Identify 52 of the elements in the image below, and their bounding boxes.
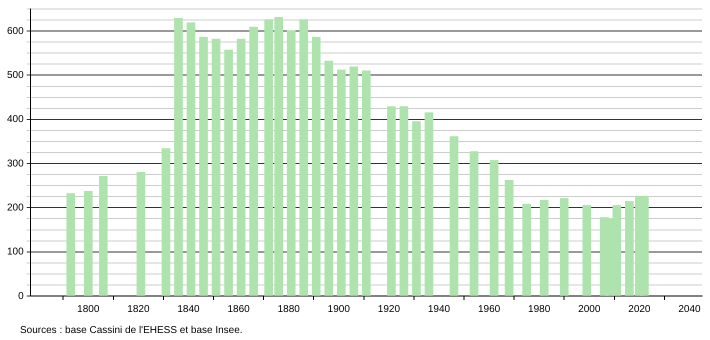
y-tick-label: 300 <box>6 158 24 170</box>
bar <box>136 172 146 296</box>
bar <box>324 60 334 296</box>
bar <box>582 205 592 296</box>
bar <box>98 176 108 296</box>
bar <box>412 121 421 296</box>
x-tick-label: 1940 <box>428 304 451 315</box>
x-tick-label: 1900 <box>328 304 350 315</box>
x-tick-label: 1880 <box>278 304 300 315</box>
bar <box>349 66 358 296</box>
bar <box>286 30 296 296</box>
bar <box>424 112 434 296</box>
bar <box>522 204 531 296</box>
bar <box>400 106 408 296</box>
y-tick-label: 500 <box>6 70 24 81</box>
x-tick-label: 2000 <box>578 304 601 315</box>
x-tick-label: 2020 <box>628 304 651 315</box>
bar <box>162 148 170 296</box>
bar <box>84 191 93 296</box>
x-tick-label: 1960 <box>478 304 501 315</box>
bar <box>186 22 196 296</box>
x-tick-label: 1820 <box>127 304 150 315</box>
x-tick-label: 1920 <box>378 304 400 315</box>
x-tick-label: 1860 <box>227 304 250 315</box>
bar <box>362 70 371 296</box>
bar <box>236 38 246 296</box>
bar <box>299 19 308 296</box>
bar <box>212 38 220 296</box>
x-tick-label: 1980 <box>528 304 551 315</box>
x-tick-label: 2040 <box>678 304 702 315</box>
bar <box>224 50 233 296</box>
x-tick-label: 1800 <box>77 304 100 315</box>
x-tick-label: 1840 <box>177 304 200 315</box>
bar <box>66 193 76 296</box>
bar <box>504 180 514 296</box>
y-tick-label: 0 <box>18 290 24 302</box>
bar <box>490 160 498 296</box>
bar <box>450 136 458 296</box>
bar <box>560 198 569 296</box>
y-tick-label: 600 <box>6 26 24 37</box>
bar <box>174 18 183 296</box>
y-tick-label: 100 <box>6 246 24 258</box>
source-note: Sources : base Cassini de l'EHESS et base Insee. <box>20 325 243 336</box>
bar <box>249 26 258 296</box>
bar <box>540 200 549 296</box>
bar <box>312 36 321 296</box>
y-tick-label: 200 <box>6 202 24 214</box>
bar <box>199 36 208 296</box>
bar <box>470 151 478 296</box>
bar <box>336 70 346 296</box>
y-tick-label: 400 <box>6 114 24 126</box>
bar <box>387 106 396 296</box>
